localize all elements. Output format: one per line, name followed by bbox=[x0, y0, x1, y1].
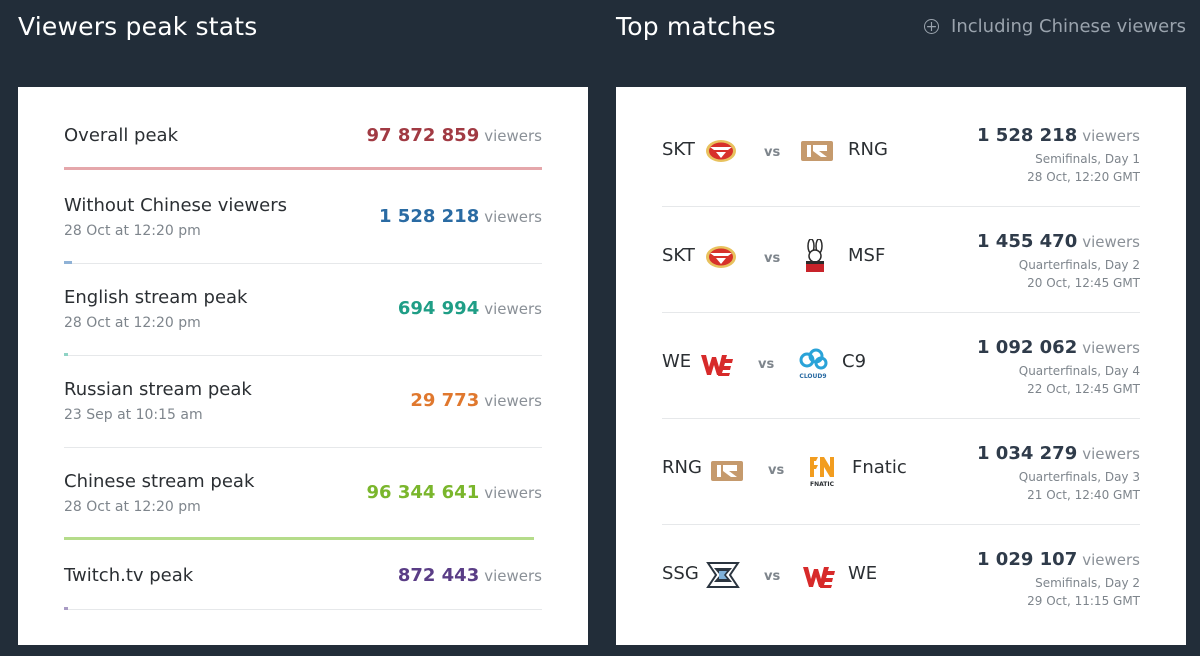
toggle-label: Including Chinese viewers bbox=[951, 16, 1186, 37]
stat-bar bbox=[64, 261, 72, 264]
match-viewers: 1 092 062 viewers bbox=[977, 337, 1140, 358]
vs-label: vs bbox=[764, 145, 781, 160]
skt-logo-icon bbox=[706, 246, 736, 268]
team2-name: MSF bbox=[848, 245, 886, 266]
match-date: 29 Oct, 11:15 GMT bbox=[1027, 594, 1140, 608]
divider bbox=[64, 263, 542, 264]
match-viewers: 1 528 218 viewers bbox=[977, 125, 1140, 146]
svg-text:CLOUD9: CLOUD9 bbox=[799, 373, 826, 380]
divider bbox=[64, 447, 542, 448]
match-viewers: 1 029 107 viewers bbox=[977, 549, 1140, 570]
team2-name: C9 bbox=[842, 351, 867, 372]
match-row[interactable]: SSG vs WE 1 029 107 viewers Semifinals, D… bbox=[662, 525, 1140, 631]
match-row[interactable]: WE vs CLOUD9 C9 1 092 062 viewers Quarter… bbox=[662, 313, 1140, 419]
vs-label: vs bbox=[758, 357, 775, 372]
stat-value: 29 773 viewers bbox=[410, 390, 542, 411]
divider bbox=[662, 418, 1140, 419]
stat-value: 1 528 218 viewers bbox=[379, 206, 542, 227]
stat-row-chinese-stream: Chinese stream peak 28 Oct at 12:20 pm 9… bbox=[64, 469, 542, 541]
stat-row-twitch: Twitch.tv peak 872 443 viewers bbox=[64, 563, 542, 613]
stat-label: Twitch.tv peak bbox=[64, 565, 194, 586]
stat-bar bbox=[64, 607, 68, 610]
team1-name: WE bbox=[662, 351, 692, 372]
team1-name: SSG bbox=[662, 563, 699, 584]
match-stage: Quarterfinals, Day 2 bbox=[1018, 258, 1140, 272]
stat-label: Russian stream peak bbox=[64, 379, 252, 400]
top-matches-panel: SKT vs RNG 1 528 218 viewers Semifinals, … bbox=[616, 87, 1186, 645]
team2-name: RNG bbox=[848, 139, 888, 160]
stat-date: 23 Sep at 10:15 am bbox=[64, 407, 203, 423]
match-row[interactable]: SKT vs MSF 1 455 470 viewers Quarterfinal… bbox=[662, 207, 1140, 313]
stat-date: 28 Oct at 12:20 pm bbox=[64, 499, 201, 515]
svg-text:FNATIC: FNATIC bbox=[810, 481, 835, 488]
vs-label: vs bbox=[768, 463, 785, 478]
top-matches-title: Top matches bbox=[616, 12, 776, 41]
plus-circle-icon: + bbox=[924, 18, 940, 35]
stat-value: 97 872 859 viewers bbox=[366, 125, 543, 146]
match-stage: Quarterfinals, Day 3 bbox=[1018, 470, 1140, 484]
stat-value: 872 443 viewers bbox=[397, 565, 542, 586]
stat-label: Chinese stream peak bbox=[64, 471, 255, 492]
including-chinese-viewers-toggle[interactable]: + Including Chinese viewers bbox=[924, 16, 1186, 37]
team2-name: WE bbox=[848, 563, 878, 584]
team1-name: SKT bbox=[662, 139, 695, 160]
ssg-logo-icon bbox=[706, 562, 740, 588]
vs-label: vs bbox=[764, 251, 781, 266]
team1-name: RNG bbox=[662, 457, 702, 478]
match-stage: Semifinals, Day 2 bbox=[1035, 576, 1140, 590]
we-logo-icon bbox=[803, 567, 835, 588]
match-date: 21 Oct, 12:40 GMT bbox=[1027, 488, 1140, 502]
divider bbox=[662, 206, 1140, 207]
stat-value: 694 994 viewers bbox=[397, 298, 542, 319]
we-logo-icon bbox=[701, 355, 733, 376]
stat-label: English stream peak bbox=[64, 287, 248, 308]
match-date: 20 Oct, 12:45 GMT bbox=[1027, 276, 1140, 290]
divider bbox=[64, 355, 542, 356]
rng-logo-icon bbox=[711, 461, 743, 481]
match-row[interactable]: RNG vs FNATIC Fnatic 1 034 279 viewers Qu… bbox=[662, 419, 1140, 525]
viewers-peak-stats-title: Viewers peak stats bbox=[18, 12, 258, 41]
stat-date: 28 Oct at 12:20 pm bbox=[64, 315, 201, 331]
stat-row-english-stream: English stream peak 28 Oct at 12:20 pm 6… bbox=[64, 285, 542, 356]
stat-bar bbox=[64, 353, 68, 356]
viewers-peak-stats-panel: Overall peak 97 872 859 viewers Without C… bbox=[18, 87, 588, 645]
match-row[interactable]: SKT vs RNG 1 528 218 viewers Semifinals, … bbox=[662, 101, 1140, 207]
match-stage: Quarterfinals, Day 4 bbox=[1018, 364, 1140, 378]
stat-bar bbox=[64, 167, 542, 170]
rng-logo-icon bbox=[801, 141, 833, 161]
divider bbox=[662, 312, 1140, 313]
cloud9-logo-icon: CLOUD9 bbox=[799, 348, 828, 380]
stat-value: 96 344 641 viewers bbox=[366, 482, 543, 503]
stat-row-russian-stream: Russian stream peak 23 Sep at 10:15 am 2… bbox=[64, 377, 542, 448]
msf-logo-icon bbox=[806, 239, 824, 272]
divider bbox=[64, 609, 542, 610]
stat-bar bbox=[64, 537, 534, 540]
team2-name: Fnatic bbox=[852, 457, 907, 478]
match-viewers: 1 455 470 viewers bbox=[977, 231, 1140, 252]
stat-row-without-chinese: Without Chinese viewers 28 Oct at 12:20 … bbox=[64, 193, 542, 264]
skt-logo-icon bbox=[706, 140, 736, 162]
stat-date: 28 Oct at 12:20 pm bbox=[64, 223, 201, 239]
team1-name: SKT bbox=[662, 245, 695, 266]
match-viewers: 1 034 279 viewers bbox=[977, 443, 1140, 464]
fnatic-logo-icon: FNATIC bbox=[810, 457, 835, 488]
stat-row-overall-peak: Overall peak 97 872 859 viewers bbox=[64, 123, 542, 173]
vs-label: vs bbox=[764, 569, 781, 584]
match-date: 22 Oct, 12:45 GMT bbox=[1027, 382, 1140, 396]
stat-label: Without Chinese viewers bbox=[64, 195, 288, 216]
stat-label: Overall peak bbox=[64, 125, 179, 146]
divider bbox=[662, 524, 1140, 525]
match-date: 28 Oct, 12:20 GMT bbox=[1027, 170, 1140, 184]
match-stage: Semifinals, Day 1 bbox=[1035, 152, 1140, 166]
